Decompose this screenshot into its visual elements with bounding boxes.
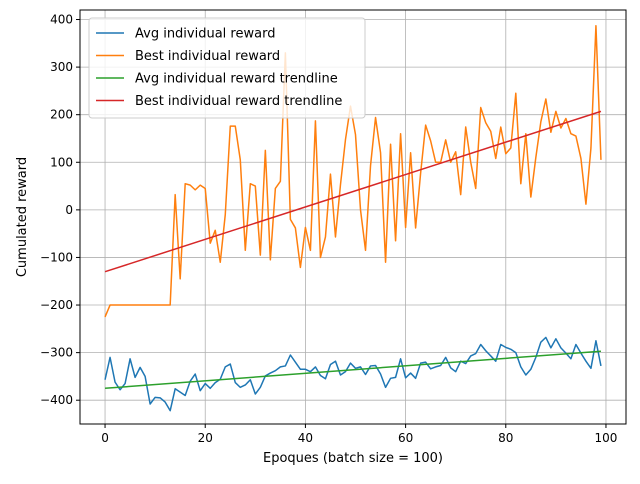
x-axis-ticks: 0 20 40 60 80 100 (101, 424, 617, 445)
legend-label: Avg individual reward trendline (135, 72, 338, 87)
y-tick-label: −100 (40, 250, 73, 264)
y-tick-label: 0 (65, 203, 73, 217)
x-tick-label: 40 (298, 431, 313, 445)
y-tick-label: 300 (50, 60, 73, 74)
y-tick-label: 400 (50, 13, 73, 27)
y-tick-label: −300 (40, 346, 73, 360)
y-tick-label: 200 (50, 108, 73, 122)
series-line-avg-individual-reward-trendline (104, 350, 602, 390)
y-tick-label: −400 (40, 393, 73, 407)
legend-label: Best individual reward (135, 49, 280, 64)
legend-label: Best individual reward trendline (135, 94, 342, 109)
series-layer (104, 24, 602, 412)
x-tick-label: 20 (198, 431, 213, 445)
legend-box (88, 17, 366, 119)
series-line-avg-individual-reward (104, 336, 602, 412)
y-axis-ticks: −400 −300 −200 −100 0 100 200 300 400 (40, 13, 80, 407)
series-line-best-individual-reward-trendline (104, 110, 602, 273)
x-tick-label: 100 (595, 431, 618, 445)
x-tick-label: 0 (101, 431, 109, 445)
x-axis-label: Epoques (batch size = 100) (263, 451, 443, 466)
plot-frame (79, 9, 627, 425)
x-tick-label: 80 (498, 431, 513, 445)
y-tick-label: −200 (40, 298, 73, 312)
y-tick-label: 100 (50, 155, 73, 169)
x-tick-label: 60 (398, 431, 413, 445)
legend: Avg individual reward Best individual rew… (88, 17, 366, 119)
legend-label: Avg individual reward (135, 27, 275, 42)
y-axis-label: Cumulated reward (15, 157, 30, 277)
